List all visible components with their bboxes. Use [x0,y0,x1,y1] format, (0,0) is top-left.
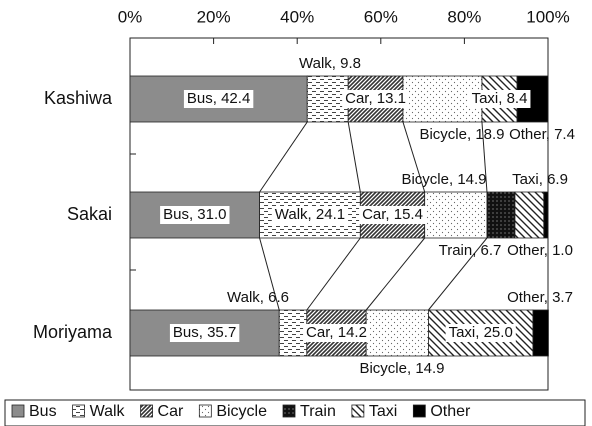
label-background [183,90,254,108]
connector [259,121,308,193]
legend-label: Taxi [369,403,397,420]
data-label: Taxi, 25.0 [449,324,513,341]
data-label: Bicycle, 18.9 [419,126,504,143]
data-label: Other, 7.4 [509,126,575,143]
legend-swatch [412,404,426,418]
legend-swatch [140,404,153,418]
legend-swatch [282,404,296,418]
legend-frame [4,399,586,426]
data-label: Car, 15.4 [362,206,423,223]
legend-swatch [72,404,85,418]
connector [347,121,361,193]
data-label: Bus, 35.7 [173,324,236,341]
bar-segment [424,191,488,239]
x-tick-label: 0% [118,7,143,26]
data-label: Walk, 6.6 [227,289,289,306]
bar-segment [486,191,516,239]
bar-segment [306,75,349,123]
x-tick-label: 60% [364,7,398,26]
x-tick-label: 100% [526,7,569,26]
label-background [303,324,370,342]
data-label: Car, 13.1 [345,90,406,107]
data-label: Bus, 42.4 [187,90,250,107]
legend-swatch [351,404,365,418]
label-background [169,324,240,342]
data-label: Walk, 24.1 [275,206,345,223]
bar-segment [532,309,549,357]
legend-label: Train [300,403,336,420]
data-label: Bus, 31.0 [163,206,226,223]
bar-segment [543,191,549,239]
label-background [271,206,349,224]
data-label: Other, 1.0 [507,242,573,259]
label-background [359,206,426,224]
data-label: Taxi, 6.9 [512,171,568,188]
bar-segment [514,191,545,239]
category-label: Moriyama [33,322,113,342]
data-label: Walk, 9.8 [299,55,361,72]
legend-swatch [198,404,212,418]
connector [365,237,426,311]
connector [428,237,488,311]
connector [259,237,280,311]
legend-swatch [11,404,25,418]
data-label: Other, 3.7 [507,289,573,306]
legend-label: Bus [29,403,57,420]
data-label: Bicycle, 14.9 [359,360,444,377]
x-tick-label: 80% [447,7,481,26]
bar-segment [278,309,308,357]
label-background [468,90,531,108]
category-label: Kashiwa [44,88,113,108]
connector [402,121,426,193]
category-label: Sakai [67,204,112,224]
legend-label: Walk [90,403,126,420]
connector [481,121,488,193]
label-background [342,90,410,108]
legend-label: Car [158,403,184,420]
x-tick-label: 40% [280,7,314,26]
x-tick-label: 20% [197,7,231,26]
bar-segment [365,309,429,357]
data-label: Car, 14.2 [306,324,367,341]
data-label: Train, 6.7 [439,242,502,259]
legend-label: Other [430,403,471,420]
label-background [160,206,230,224]
data-label: Bicycle, 14.9 [401,171,486,188]
legend-label: Bicycle [216,403,267,420]
label-background [445,324,516,342]
data-label: Taxi, 8.4 [472,90,528,107]
connector [306,237,361,311]
